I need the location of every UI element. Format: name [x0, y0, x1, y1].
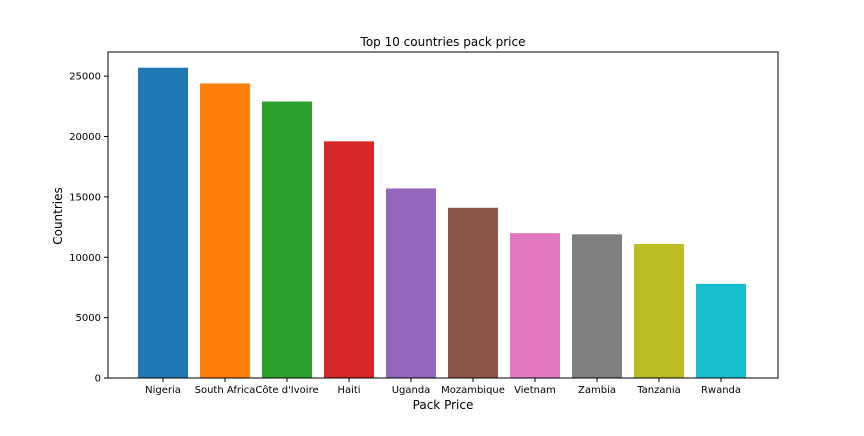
bar-nigeria — [138, 67, 188, 379]
bar-uganda — [386, 188, 436, 378]
x-tick-label: Tanzania — [636, 385, 681, 396]
y-tick-label: 15000 — [69, 192, 101, 203]
x-tick-label: Côte d'Ivoire — [255, 384, 318, 396]
y-tick-label: 0 — [95, 374, 101, 385]
x-tick-label: Haiti — [337, 385, 360, 396]
x-tick-label: Vietnam — [514, 385, 556, 396]
bar-haiti — [324, 141, 374, 378]
x-tick-label: South Africa — [195, 385, 256, 396]
bar-mozambique — [448, 207, 498, 378]
x-axis-label: Pack Price — [413, 398, 474, 412]
y-tick-label: 5000 — [76, 313, 101, 324]
x-tick-label: Zambia — [578, 385, 616, 396]
bar-south-africa — [200, 83, 250, 379]
x-tick-label: Mozambique — [441, 385, 505, 396]
bar-vietnam — [510, 233, 560, 378]
x-tick-label: Rwanda — [701, 385, 741, 396]
bar-zambia — [572, 234, 622, 378]
bar-tanzania — [634, 243, 684, 378]
plot-frame — [107, 51, 779, 379]
x-tick-label: Uganda — [392, 385, 431, 396]
y-axis-label: Countries — [51, 187, 65, 245]
chart-title: Top 10 countries pack price — [360, 35, 526, 49]
y-tick-label: 20000 — [69, 132, 101, 143]
bar-rwanda — [696, 283, 746, 378]
x-axis-ticks: Nigeria South Africa Côte d'Ivoire Haiti Uga… — [145, 378, 741, 396]
bar-c-te-d-ivoire — [262, 101, 312, 379]
x-tick-label: Nigeria — [145, 385, 181, 396]
y-tick-label: 10000 — [69, 253, 101, 264]
bars-group — [138, 67, 746, 379]
y-axis-ticks: 0 5000 10000 15000 20000 25000 — [69, 72, 108, 385]
y-tick-label: 25000 — [69, 72, 101, 83]
